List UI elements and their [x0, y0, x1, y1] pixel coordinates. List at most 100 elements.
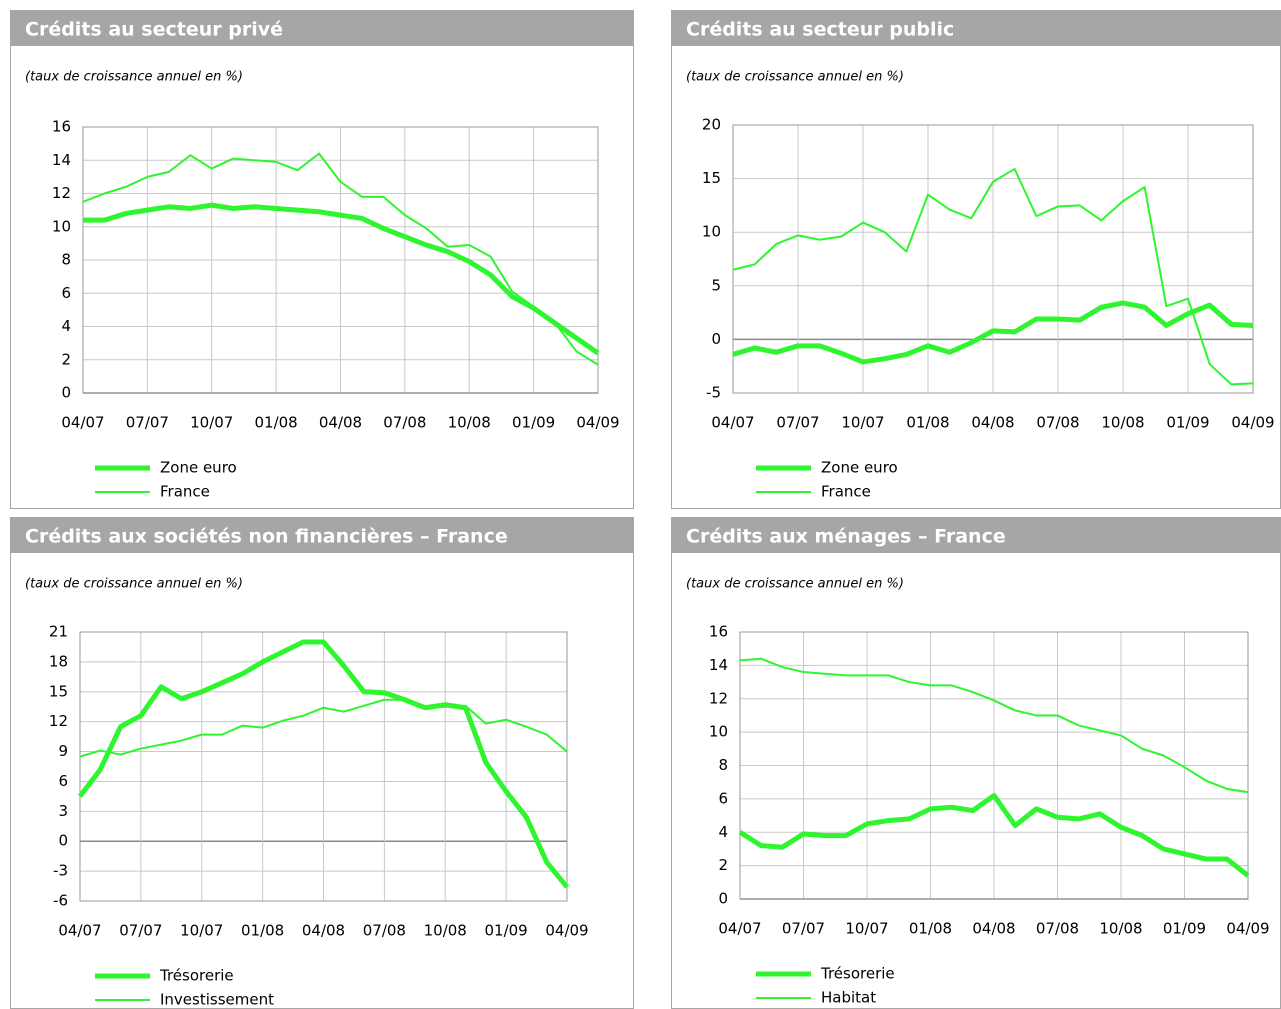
x-tick-label: 07/08	[1036, 414, 1079, 432]
plot-frame	[732, 124, 1254, 394]
series-line	[739, 657, 1249, 794]
chart-title: Crédits aux sociétés non financières – F…	[25, 526, 508, 548]
y-tick-label: 0	[718, 890, 728, 908]
chart-title: Crédits au secteur public	[686, 19, 954, 41]
y-tick-label: 12	[709, 689, 728, 707]
y-tick-label: 18	[49, 652, 68, 670]
chart-subtitle: (taux de croissance annuel en %)	[25, 577, 243, 592]
x-tick-label: 07/07	[126, 414, 169, 432]
y-tick-label: -5	[706, 384, 721, 402]
x-tick-label: 04/07	[718, 920, 761, 938]
x-tick-label: 01/08	[241, 922, 284, 940]
legend-label: Investissement	[160, 991, 274, 1009]
x-tick-label: 04/09	[545, 922, 588, 940]
x-tick-label: 10/08	[1101, 414, 1144, 432]
y-tick-label: 15	[49, 682, 68, 700]
y-tick-label: 0	[711, 330, 721, 348]
chart-title: Crédits aux ménages – France	[686, 526, 1006, 548]
y-tick-label: 16	[52, 118, 71, 136]
x-tick-label: 07/08	[1036, 920, 1079, 938]
series-line	[732, 167, 1254, 386]
legend-label: Habitat	[821, 989, 876, 1007]
x-tick-label: 04/08	[972, 920, 1015, 938]
x-tick-label: 04/09	[576, 414, 619, 432]
y-tick-label: 6	[61, 284, 71, 302]
panel-header	[671, 10, 1281, 46]
legend-label: Trésorerie	[820, 965, 895, 983]
y-tick-label: 4	[718, 823, 728, 841]
y-tick-label: 20	[702, 116, 721, 134]
x-tick-label: 04/09	[1231, 414, 1274, 432]
panel	[10, 517, 634, 1009]
x-tick-label: 10/07	[845, 920, 888, 938]
y-tick-label: 10	[52, 217, 71, 235]
x-tick-label: 01/08	[255, 414, 298, 432]
y-tick-label: 12	[52, 184, 71, 202]
x-tick-label: 10/08	[1099, 920, 1142, 938]
y-tick-label: 3	[58, 802, 68, 820]
chart-subtitle: (taux de croissance annuel en %)	[25, 70, 243, 85]
y-tick-label: 2	[61, 350, 71, 368]
y-tick-label: 8	[61, 251, 71, 269]
x-tick-label: 01/09	[1163, 920, 1206, 938]
x-tick-label: 01/09	[512, 414, 555, 432]
y-tick-label: 10	[709, 723, 728, 741]
x-tick-label: 10/08	[448, 414, 491, 432]
series-line	[79, 698, 568, 758]
y-tick-label: 2	[718, 856, 728, 874]
y-tick-label: 12	[49, 712, 68, 730]
chart-subtitle: (taux de croissance annuel en %)	[686, 70, 904, 85]
y-tick-label: 15	[702, 169, 721, 187]
x-tick-label: 04/07	[61, 414, 104, 432]
x-tick-label: 07/07	[119, 922, 162, 940]
x-tick-label: 01/08	[909, 920, 952, 938]
y-tick-label: -3	[53, 862, 68, 880]
y-tick-label: 21	[49, 623, 68, 641]
x-tick-label: 07/07	[776, 414, 819, 432]
y-tick-label: 8	[718, 756, 728, 774]
panel	[671, 10, 1281, 509]
y-tick-label: 14	[52, 151, 71, 169]
legend-label: Zone euro	[160, 459, 237, 477]
x-tick-label: 10/07	[180, 922, 223, 940]
x-tick-label: 04/07	[58, 922, 101, 940]
plot-frame	[82, 126, 599, 394]
x-tick-label: 07/08	[383, 414, 426, 432]
x-tick-label: 07/08	[363, 922, 406, 940]
series-line	[83, 202, 600, 356]
legend-label: France	[160, 483, 210, 501]
y-tick-label: 5	[711, 276, 721, 294]
panel-header	[671, 517, 1281, 553]
x-tick-label: 04/07	[711, 414, 754, 432]
y-tick-label: -6	[53, 892, 68, 910]
x-tick-label: 07/07	[782, 920, 825, 938]
series-line	[732, 300, 1254, 365]
y-tick-label: 10	[702, 223, 721, 241]
plot-frame	[739, 631, 1249, 900]
x-tick-label: 10/08	[424, 922, 467, 940]
y-tick-label: 6	[58, 772, 68, 790]
x-tick-label: 01/08	[906, 414, 949, 432]
x-tick-label: 01/09	[485, 922, 528, 940]
y-tick-label: 0	[61, 384, 71, 402]
plot-frame	[79, 631, 568, 902]
series-line	[82, 152, 599, 366]
y-tick-label: 4	[61, 317, 71, 335]
y-tick-label: 16	[709, 623, 728, 641]
panel-header	[10, 517, 634, 553]
x-tick-label: 10/07	[190, 414, 233, 432]
legend-label: Trésorerie	[159, 967, 234, 985]
x-tick-label: 04/09	[1226, 920, 1269, 938]
x-tick-label: 10/07	[841, 414, 884, 432]
x-tick-label: 04/08	[302, 922, 345, 940]
series-line	[738, 793, 1250, 878]
y-tick-label: 0	[58, 832, 68, 850]
legend-label: France	[821, 483, 871, 501]
chart-subtitle: (taux de croissance annuel en %)	[686, 577, 904, 592]
x-tick-label: 04/08	[971, 414, 1014, 432]
series-line	[78, 639, 569, 889]
y-tick-label: 9	[58, 742, 68, 760]
chart-title: Crédits au secteur privé	[25, 19, 283, 41]
